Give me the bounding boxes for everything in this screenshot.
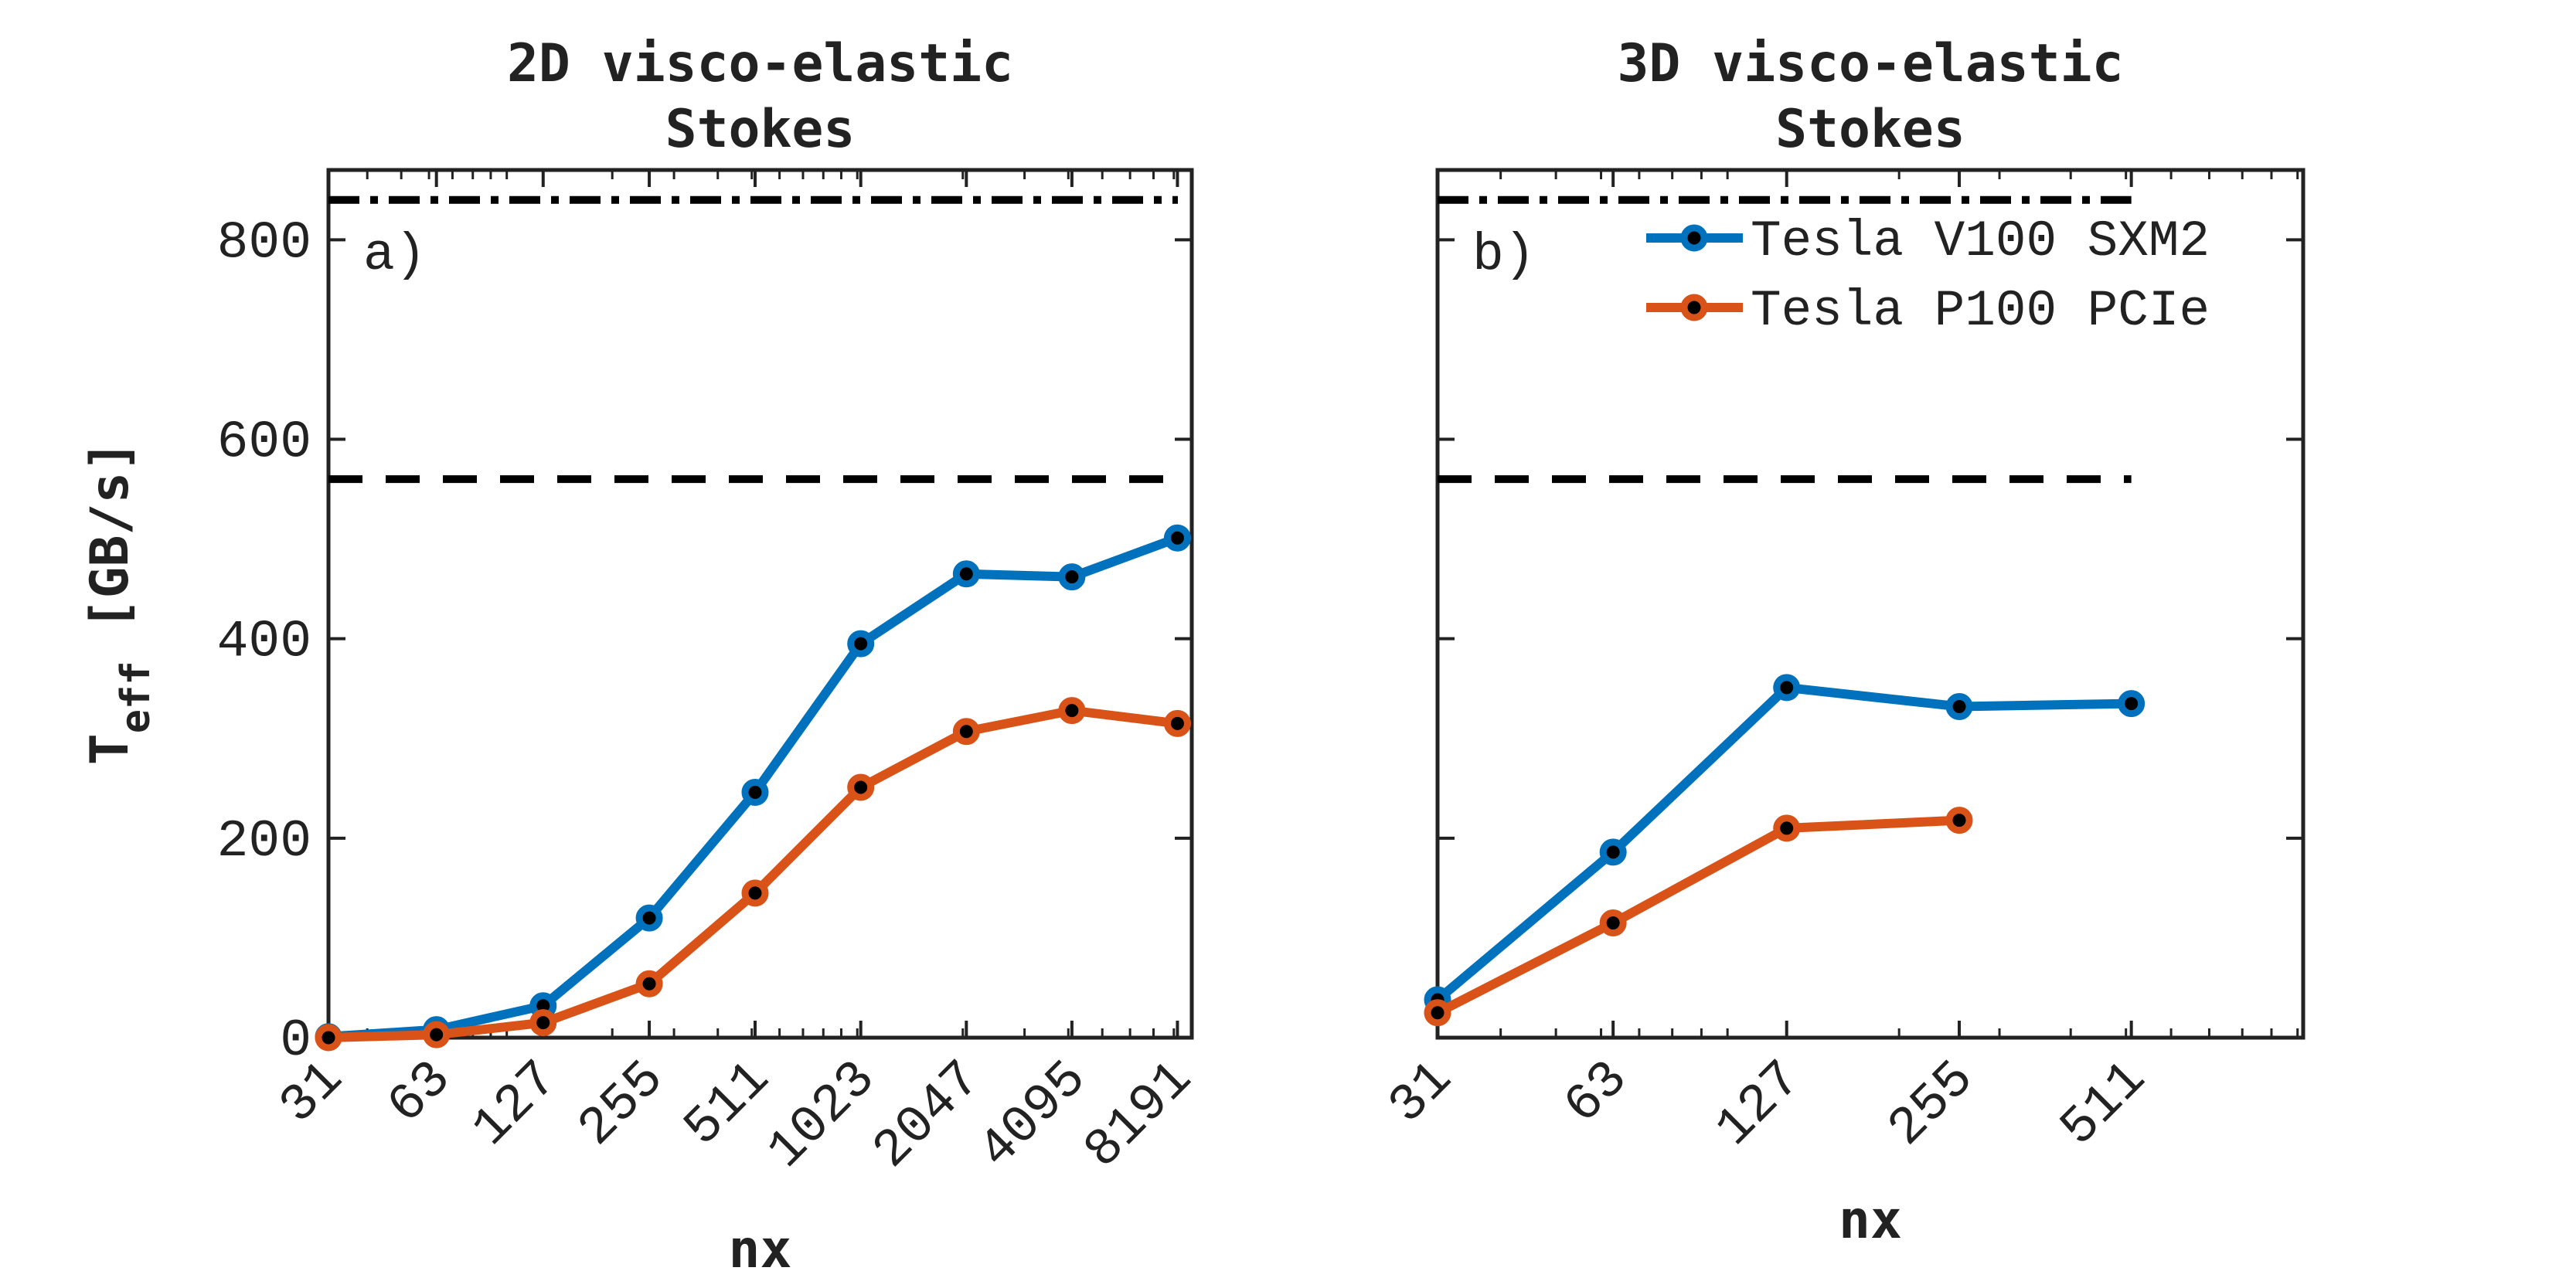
y-axis-label: Teff [GB/s] bbox=[80, 440, 159, 766]
y-axis-label-unit: [GB/s] bbox=[80, 440, 141, 630]
y-axis-label-main: T bbox=[80, 733, 141, 765]
series-line-1 bbox=[1435, 815, 1960, 1018]
x-tick-label: 255 bbox=[1877, 1049, 1986, 1158]
series-point-0 bbox=[1599, 838, 1627, 866]
y-tick-label: 800 bbox=[217, 213, 311, 273]
series-point-1 bbox=[1163, 709, 1191, 737]
series-point-1 bbox=[741, 879, 769, 907]
legend-marker-0 bbox=[1680, 224, 1708, 252]
chart-title-line: Stokes bbox=[1775, 99, 1965, 160]
series-point-1 bbox=[1599, 909, 1627, 937]
x-tick-label: 63 bbox=[376, 1049, 463, 1136]
series-point-0 bbox=[2118, 690, 2146, 718]
chart-title-line: 3D visco-elastic bbox=[1617, 33, 2123, 94]
series-point-0 bbox=[1945, 692, 1973, 720]
x-axis-label: nx bbox=[729, 1219, 792, 1280]
x-tick-label: 511 bbox=[2049, 1049, 2158, 1158]
y-axis-label-subscript: eff bbox=[113, 661, 159, 733]
legend-entry-0: Tesla V100 SXM2 bbox=[1751, 212, 2210, 270]
series-point-0 bbox=[952, 560, 980, 588]
series-point-1 bbox=[1945, 807, 1973, 834]
axes-box bbox=[1435, 168, 2305, 1040]
series-line-1 bbox=[328, 705, 1179, 1042]
x-tick-label: 8191 bbox=[1073, 1049, 1204, 1181]
series-point-1 bbox=[1424, 999, 1451, 1027]
series-point-1 bbox=[423, 1021, 451, 1048]
series-point-1 bbox=[529, 1009, 557, 1037]
x-tick-label: 63 bbox=[1553, 1049, 1640, 1136]
series-point-0 bbox=[635, 904, 663, 932]
panel-label: a) bbox=[363, 226, 427, 285]
series-point-1 bbox=[315, 1024, 342, 1052]
y-tick-label: 200 bbox=[217, 812, 311, 872]
legend-marker-1 bbox=[1680, 294, 1708, 321]
axes-box bbox=[326, 168, 1194, 1040]
y-tick-label: 600 bbox=[217, 413, 311, 473]
x-axis-label: nx bbox=[1839, 1190, 1902, 1251]
series-point-1 bbox=[1773, 814, 1801, 842]
series-point-1 bbox=[847, 773, 875, 801]
series-point-0 bbox=[1163, 524, 1191, 552]
x-tick-label: 4095 bbox=[968, 1049, 1099, 1181]
x-tick-label: 2047 bbox=[862, 1049, 993, 1181]
y-tick-label: 0 bbox=[280, 1011, 311, 1071]
chart-title-line: Stokes bbox=[665, 99, 856, 160]
series-point-0 bbox=[1773, 674, 1801, 702]
x-tick-label: 1023 bbox=[757, 1049, 888, 1181]
series-point-0 bbox=[741, 778, 769, 806]
series-point-0 bbox=[1058, 563, 1086, 591]
x-tick-label: 255 bbox=[567, 1049, 676, 1158]
x-tick-label: 127 bbox=[461, 1049, 570, 1158]
panel-label: b) bbox=[1472, 226, 1536, 285]
chart-title-line: 2D visco-elastic bbox=[507, 33, 1013, 94]
y-tick-label: 400 bbox=[217, 613, 311, 672]
series-point-1 bbox=[635, 970, 663, 997]
series-point-1 bbox=[952, 718, 980, 746]
series-line-0 bbox=[1434, 682, 2132, 1004]
legend-entry-1: Tesla P100 PCIe bbox=[1751, 282, 2210, 340]
series-point-1 bbox=[1058, 697, 1086, 725]
x-tick-label: 127 bbox=[1705, 1049, 1814, 1158]
series-point-0 bbox=[847, 630, 875, 658]
x-tick-label: 31 bbox=[1378, 1049, 1465, 1136]
